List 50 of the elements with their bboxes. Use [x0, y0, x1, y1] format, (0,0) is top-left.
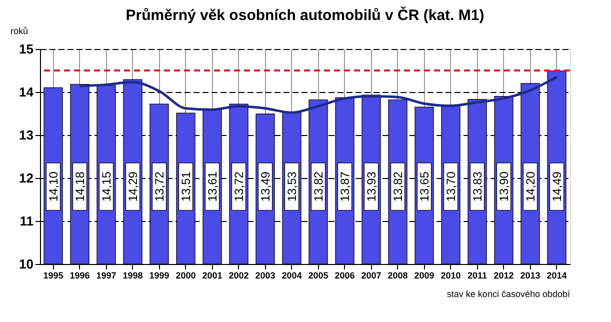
- data-label: 14,18: [72, 171, 87, 202]
- data-label: 13,70: [444, 171, 458, 202]
- data-label: 13,82: [390, 171, 405, 202]
- y-tick-label: 11: [20, 214, 34, 228]
- y-axis-title: roků: [10, 26, 28, 36]
- x-tick-label: 1996: [70, 270, 90, 280]
- x-tick-label: 1998: [122, 270, 143, 280]
- data-label: 13,61: [205, 171, 220, 202]
- line-series: [78, 76, 558, 114]
- x-tick-label: 2000: [176, 270, 196, 280]
- x-tick-label: 2014: [546, 270, 567, 280]
- chart-title: Průměrný věk osobních automobilů v ČR (kat. M1): [126, 6, 484, 24]
- x-tick-label: 2002: [228, 270, 249, 280]
- x-tick-label: 2007: [361, 270, 382, 280]
- x-tick-label: 2010: [440, 270, 461, 280]
- data-label: 14,15: [99, 171, 114, 202]
- data-label: 13,90: [496, 171, 511, 202]
- data-label: 14,20: [523, 171, 538, 202]
- x-tick-label: 1995: [43, 270, 64, 280]
- x-tick-label: 2003: [255, 270, 276, 280]
- y-tick-label: 12: [19, 170, 34, 186]
- x-tick-label: 2013: [520, 270, 540, 280]
- x-tick-label: 2012: [494, 270, 514, 280]
- data-label: 13,93: [364, 171, 378, 202]
- y-tick-label: 10: [19, 256, 34, 272]
- y-tick-label: 15: [19, 42, 34, 56]
- data-label: 13,72: [232, 171, 246, 202]
- data-label: 14,29: [126, 171, 140, 202]
- x-tick-label: 2001: [202, 270, 222, 280]
- data-label: 13,65: [417, 171, 432, 202]
- x-tick-label: 2011: [467, 270, 488, 280]
- x-tick-label: 2009: [414, 270, 434, 280]
- x-tick-label: 1997: [96, 270, 116, 280]
- y-tick-label: 14: [19, 84, 34, 100]
- data-label: 13,53: [284, 171, 299, 202]
- x-tick-label: 2008: [388, 270, 408, 280]
- x-tick-label: 2006: [334, 270, 355, 280]
- data-label: 14,49: [550, 171, 564, 202]
- x-tick-label: 2005: [308, 270, 328, 280]
- data-label: 13,83: [470, 171, 484, 202]
- data-label: 13,49: [258, 171, 272, 202]
- text: stav ke konci časového období: [446, 289, 570, 299]
- data-label: 13,82: [311, 171, 326, 202]
- data-label: 13,72: [152, 171, 166, 202]
- y-tick-label: 13: [19, 128, 34, 142]
- data-label: 13,87: [338, 171, 352, 202]
- data-label: 13,51: [178, 171, 193, 202]
- x-tick-label: 2004: [282, 270, 302, 280]
- data-label: 14,10: [46, 171, 60, 202]
- x-tick-label: 1999: [149, 270, 170, 280]
